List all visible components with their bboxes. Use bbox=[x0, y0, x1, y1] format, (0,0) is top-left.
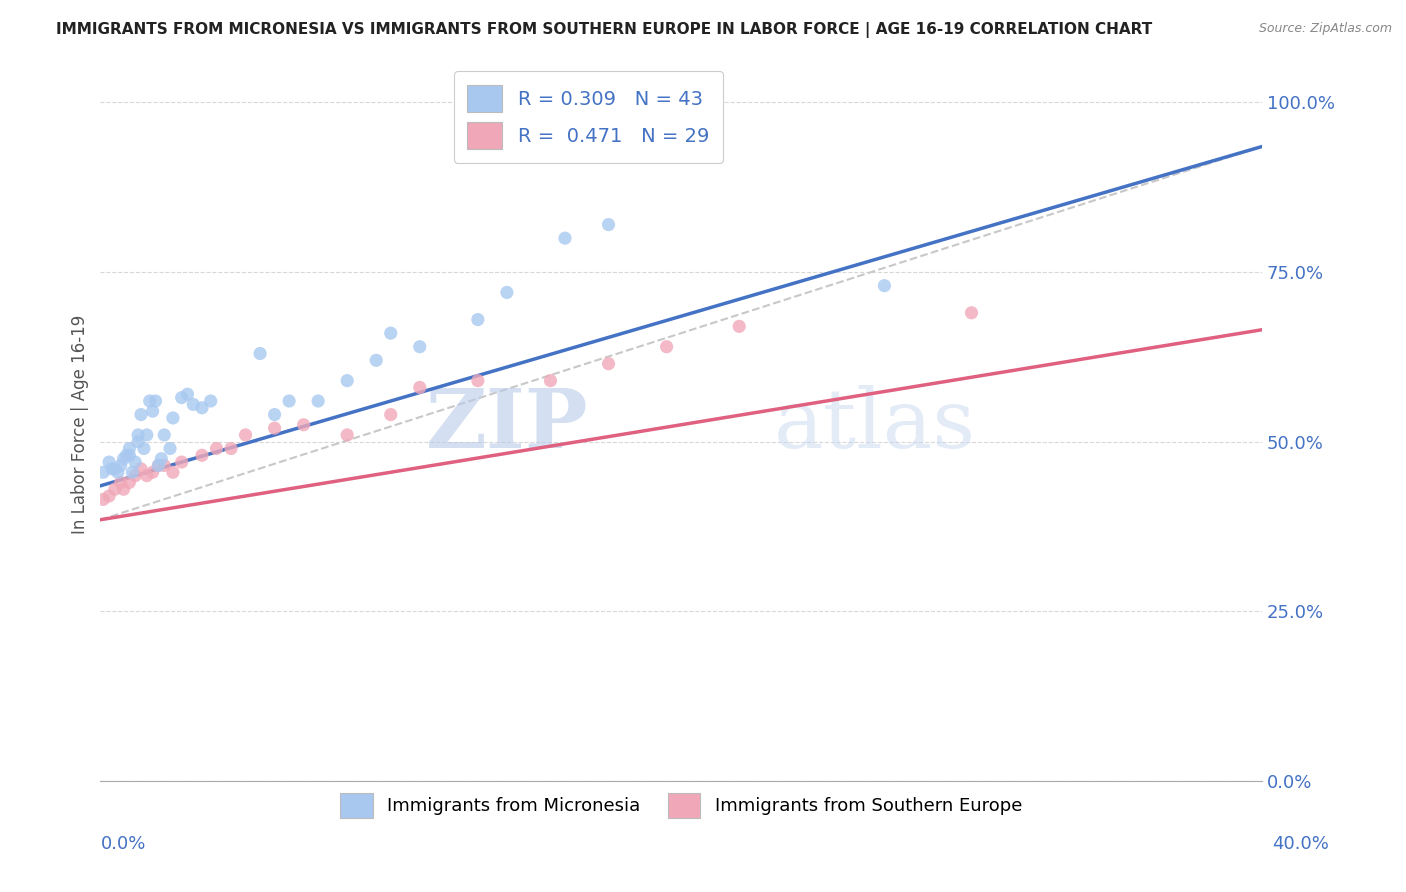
Point bbox=[263, 408, 285, 422]
Point bbox=[127, 434, 149, 449]
Point bbox=[170, 391, 193, 405]
Point bbox=[598, 218, 620, 232]
Point bbox=[115, 448, 138, 462]
Point bbox=[496, 285, 519, 300]
Point bbox=[142, 404, 165, 418]
Point bbox=[162, 465, 184, 479]
Text: 40.0%: 40.0% bbox=[1272, 835, 1329, 853]
Text: atlas: atlas bbox=[775, 384, 976, 465]
Point bbox=[153, 458, 176, 473]
Point bbox=[176, 387, 198, 401]
Point bbox=[127, 428, 149, 442]
Point bbox=[409, 380, 432, 394]
Point bbox=[101, 462, 124, 476]
Point bbox=[135, 468, 157, 483]
Y-axis label: In Labor Force | Age 16-19: In Labor Force | Age 16-19 bbox=[72, 315, 89, 534]
Point bbox=[336, 428, 359, 442]
Point bbox=[191, 401, 214, 415]
Point bbox=[205, 442, 228, 456]
Point bbox=[124, 455, 146, 469]
Point bbox=[98, 455, 121, 469]
Point bbox=[263, 421, 285, 435]
Point bbox=[200, 394, 222, 409]
Point bbox=[728, 319, 751, 334]
Point bbox=[409, 340, 432, 354]
Text: 0.0%: 0.0% bbox=[101, 835, 146, 853]
Point bbox=[162, 411, 184, 425]
Point bbox=[129, 462, 152, 476]
Point bbox=[132, 442, 155, 456]
Point bbox=[307, 394, 329, 409]
Point bbox=[118, 475, 141, 490]
Point bbox=[150, 451, 173, 466]
Text: Source: ZipAtlas.com: Source: ZipAtlas.com bbox=[1258, 22, 1392, 36]
Point bbox=[380, 408, 402, 422]
Point bbox=[380, 326, 402, 340]
Point bbox=[292, 417, 315, 432]
Point bbox=[142, 465, 165, 479]
Point bbox=[110, 475, 132, 490]
Point bbox=[91, 492, 114, 507]
Point bbox=[104, 482, 127, 496]
Point bbox=[138, 394, 160, 409]
Point bbox=[124, 468, 146, 483]
Point bbox=[121, 465, 143, 479]
Point bbox=[148, 458, 170, 473]
Point bbox=[118, 442, 141, 456]
Point bbox=[148, 458, 170, 473]
Point bbox=[249, 346, 271, 360]
Point bbox=[467, 312, 489, 326]
Point bbox=[655, 340, 678, 354]
Point bbox=[145, 394, 167, 409]
Point bbox=[873, 278, 896, 293]
Point bbox=[112, 482, 135, 496]
Point bbox=[153, 428, 176, 442]
Point bbox=[366, 353, 388, 368]
Point bbox=[467, 374, 489, 388]
Point bbox=[960, 306, 983, 320]
Point bbox=[118, 448, 141, 462]
Point bbox=[219, 442, 242, 456]
Point bbox=[278, 394, 301, 409]
Point bbox=[135, 428, 157, 442]
Point bbox=[104, 462, 127, 476]
Point bbox=[159, 442, 181, 456]
Point bbox=[112, 451, 135, 466]
Point bbox=[540, 374, 562, 388]
Point bbox=[107, 465, 129, 479]
Point bbox=[181, 397, 204, 411]
Point bbox=[110, 458, 132, 473]
Point bbox=[91, 465, 114, 479]
Point bbox=[235, 428, 257, 442]
Point bbox=[98, 489, 121, 503]
Point bbox=[336, 374, 359, 388]
Point bbox=[598, 357, 620, 371]
Point bbox=[191, 448, 214, 462]
Text: ZIP: ZIP bbox=[426, 384, 588, 465]
Point bbox=[129, 408, 152, 422]
Point bbox=[170, 455, 193, 469]
Legend: Immigrants from Micronesia, Immigrants from Southern Europe: Immigrants from Micronesia, Immigrants f… bbox=[333, 786, 1029, 825]
Text: IMMIGRANTS FROM MICRONESIA VS IMMIGRANTS FROM SOUTHERN EUROPE IN LABOR FORCE | A: IMMIGRANTS FROM MICRONESIA VS IMMIGRANTS… bbox=[56, 22, 1153, 38]
Point bbox=[554, 231, 576, 245]
